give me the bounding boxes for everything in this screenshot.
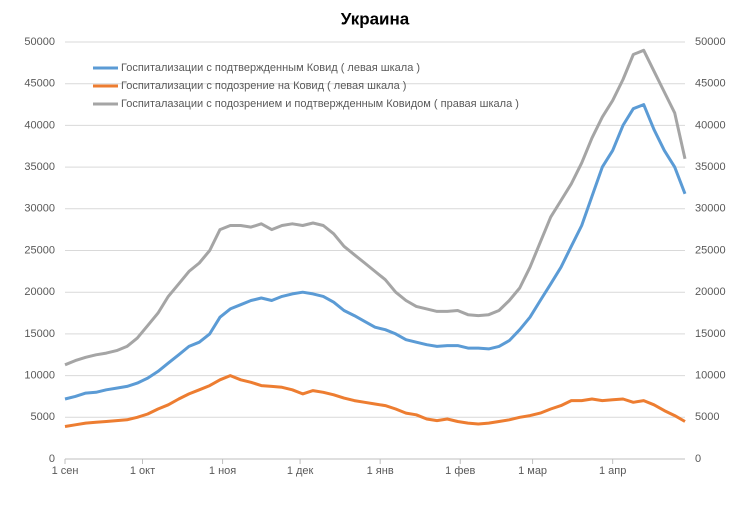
legend-label: Госпиталазации с подозрением и подтвержд…	[121, 98, 519, 110]
y2-tick-label: 40000	[695, 119, 726, 131]
x-tick-label: 1 янв	[367, 465, 394, 477]
y-tick-label: 30000	[24, 203, 55, 215]
y-tick-label: 0	[49, 453, 55, 465]
x-tick-label: 1 ноя	[209, 465, 236, 477]
y-tick-label: 40000	[24, 119, 55, 131]
y-tick-label: 45000	[24, 78, 55, 90]
legend-label: Госпитализации с подтвержденным Ковид ( …	[121, 62, 420, 74]
y-tick-label: 25000	[24, 244, 55, 256]
y-tick-label: 5000	[31, 411, 55, 423]
x-tick-label: 1 дек	[287, 465, 314, 477]
y2-tick-label: 50000	[695, 36, 726, 48]
series-line	[64, 374, 686, 428]
y-tick-label: 10000	[24, 370, 55, 382]
x-tick-label: 1 окт	[130, 465, 155, 477]
y2-tick-label: 25000	[695, 244, 726, 256]
series-line	[64, 103, 687, 401]
x-tick-label: 1 мар	[518, 465, 547, 477]
x-tick-label: 1 фев	[445, 465, 475, 477]
x-tick-label: 1 сен	[52, 465, 79, 477]
y-tick-label: 20000	[24, 286, 55, 298]
y2-tick-label: 45000	[695, 78, 726, 90]
y2-tick-label: 30000	[695, 203, 726, 215]
y-tick-label: 50000	[24, 36, 55, 48]
y2-tick-label: 0	[695, 453, 701, 465]
y2-tick-label: 10000	[695, 370, 726, 382]
y2-tick-label: 35000	[695, 161, 726, 173]
y-tick-label: 15000	[24, 328, 55, 340]
legend-label: Госпитализации с подозрение на Ковид ( л…	[121, 80, 406, 92]
series-line	[64, 48, 687, 367]
y2-tick-label: 20000	[695, 286, 726, 298]
x-tick-label: 1 апр	[599, 465, 626, 477]
y-tick-label: 35000	[24, 161, 55, 173]
y2-tick-label: 5000	[695, 411, 719, 423]
chart-title: Украина	[341, 9, 410, 28]
y2-tick-label: 15000	[695, 328, 726, 340]
